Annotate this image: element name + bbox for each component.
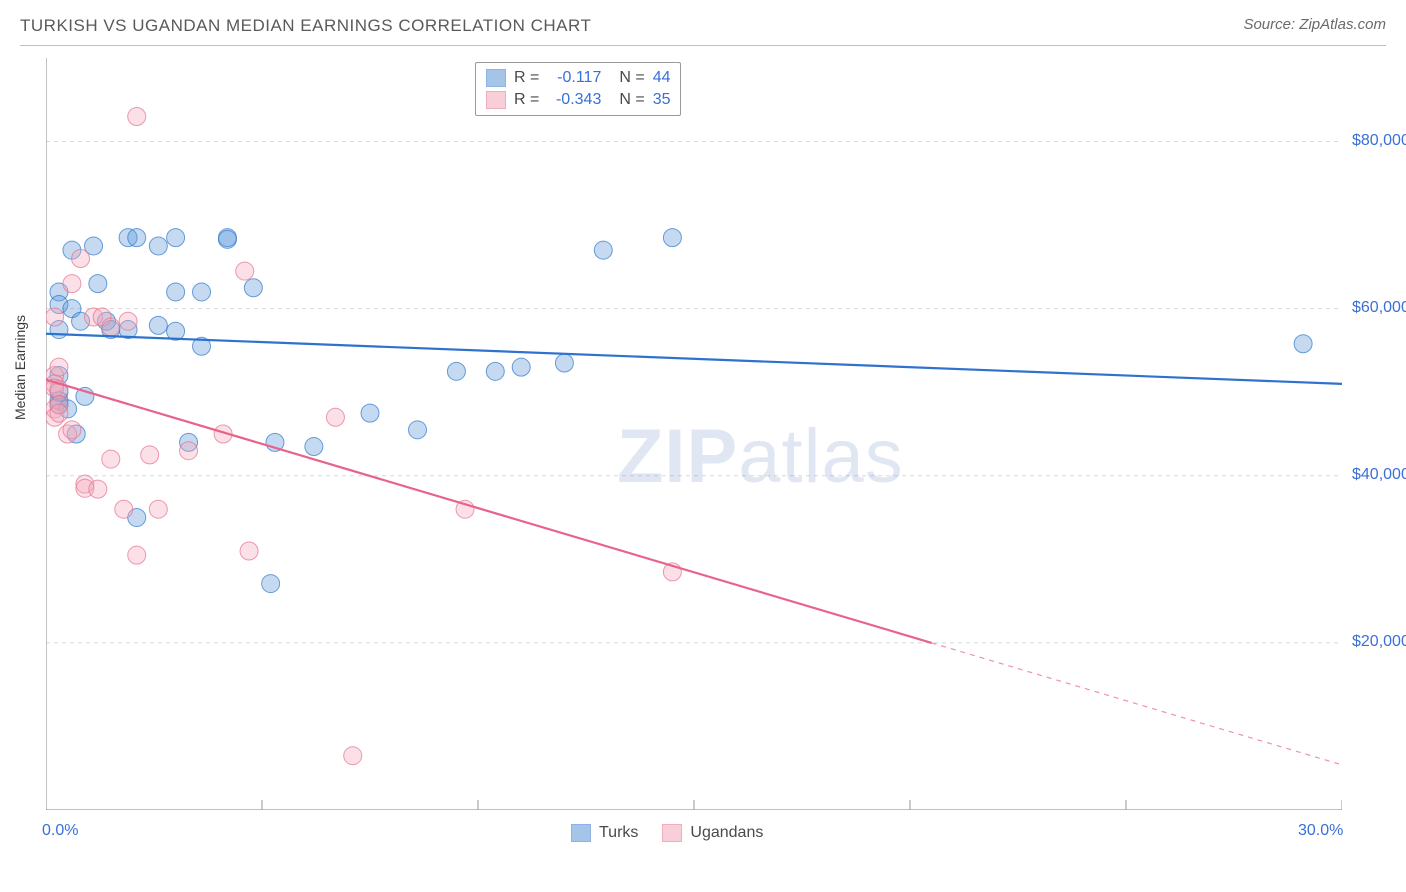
- x-tick-right: 30.0%: [1298, 822, 1343, 840]
- legend-correlation-row: R = -0.117 N = 44: [486, 67, 670, 89]
- x-tick-left: 0.0%: [42, 822, 78, 840]
- legend-swatch: [486, 91, 506, 109]
- legend-r-value: -0.343: [547, 91, 601, 109]
- y-tick-label: $60,000: [1352, 299, 1406, 317]
- legend-swatch: [571, 824, 591, 842]
- source-credit: Source: ZipAtlas.com: [1243, 16, 1386, 33]
- header-bar: TURKISH VS UGANDAN MEDIAN EARNINGS CORRE…: [20, 16, 1386, 46]
- legend-n-label: N =: [619, 69, 644, 87]
- y-axis-label: Median Earnings: [12, 315, 28, 420]
- series-legend: Turks Ugandans: [571, 824, 763, 842]
- legend-n-value: 44: [653, 69, 671, 87]
- legend-series-name: Turks: [599, 824, 638, 842]
- legend-series-name: Ugandans: [690, 824, 763, 842]
- y-tick-label: $80,000: [1352, 132, 1406, 150]
- legend-swatch: [662, 824, 682, 842]
- scatter-chart-svg: [46, 58, 1342, 810]
- y-tick-label: $40,000: [1352, 466, 1406, 484]
- legend-series-item: Turks: [571, 824, 638, 842]
- legend-n-label: N =: [619, 91, 644, 109]
- legend-r-label: R =: [514, 91, 539, 109]
- legend-n-value: 35: [653, 91, 671, 109]
- legend-r-value: -0.117: [547, 69, 601, 87]
- legend-series-item: Ugandans: [662, 824, 763, 842]
- correlation-legend: R = -0.117 N = 44 R = -0.343 N = 35: [475, 62, 681, 116]
- chart-area: ZIPatlas R =-0.117N =44R =-0.343N =35 $2…: [46, 58, 1342, 810]
- legend-r-label: R =: [514, 69, 539, 87]
- legend-correlation-row: R = -0.343 N = 35: [486, 89, 670, 111]
- y-tick-label: $20,000: [1352, 633, 1406, 651]
- legend-swatch: [486, 69, 506, 87]
- chart-title: TURKISH VS UGANDAN MEDIAN EARNINGS CORRE…: [20, 16, 591, 35]
